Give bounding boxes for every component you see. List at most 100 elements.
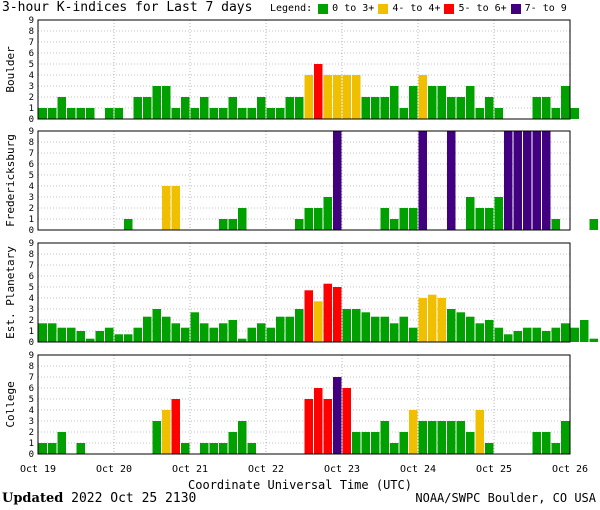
bar <box>551 327 560 342</box>
bar <box>257 97 266 119</box>
y-tick-label: 9 <box>29 16 34 26</box>
bar <box>428 421 437 454</box>
bar <box>447 97 456 119</box>
bar <box>219 443 228 454</box>
bar <box>418 421 427 454</box>
bar <box>485 97 494 119</box>
y-tick-label: 4 <box>29 182 34 192</box>
bar <box>437 86 446 119</box>
chart-title: 3-hour K-indices for Last 7 days <box>2 0 253 15</box>
y-tick-label: 0 <box>29 338 34 348</box>
y-tick-label: 0 <box>29 115 34 125</box>
legend-label: Legend: <box>270 3 313 14</box>
y-tick-label: 8 <box>29 362 34 372</box>
bar <box>162 86 171 119</box>
bar <box>380 208 389 230</box>
bar <box>475 208 484 230</box>
bar <box>276 316 285 342</box>
y-tick-label: 5 <box>29 395 34 405</box>
legend-text-yellow: 4- to 4+ <box>392 3 441 14</box>
bar <box>371 316 380 342</box>
bar <box>76 331 85 342</box>
y-tick-label: 6 <box>29 160 34 170</box>
bar <box>200 323 209 342</box>
bar <box>86 108 95 119</box>
y-tick-label: 4 <box>29 406 34 416</box>
bar <box>418 298 427 342</box>
bar <box>304 399 313 454</box>
bar <box>228 97 237 119</box>
panel-label: Fredericksburg <box>4 134 17 227</box>
bar <box>171 399 180 454</box>
bar <box>399 316 408 342</box>
bar <box>409 86 418 119</box>
y-tick-label: 9 <box>29 351 34 361</box>
bar <box>494 327 503 342</box>
legend-text-green: 0 to 3+ <box>332 3 375 14</box>
bar <box>295 309 304 342</box>
y-tick-label: 0 <box>29 226 34 236</box>
bar <box>200 443 209 454</box>
y-tick-label: 7 <box>29 373 34 383</box>
bar <box>67 108 76 119</box>
bar <box>105 327 114 342</box>
legend-item-purple: 7- to 9 <box>510 3 567 14</box>
bar <box>532 432 541 454</box>
legend-item-yellow: 4- to 4+ <box>378 3 440 14</box>
bar <box>532 131 541 230</box>
bar <box>323 75 332 119</box>
bar <box>380 421 389 454</box>
bar <box>399 432 408 454</box>
bar <box>143 316 152 342</box>
bar <box>266 327 275 342</box>
legend-item-green: 0 to 3+ <box>318 3 374 14</box>
legend-item-red: 5- to 6+ <box>444 3 507 14</box>
x-tick-label: Oct 21 <box>172 464 208 475</box>
y-tick-label: 7 <box>29 261 34 271</box>
panel-frame <box>37 19 571 120</box>
bar <box>133 97 142 119</box>
x-tick-label: Oct 25 <box>476 464 512 475</box>
y-tick-label: 3 <box>29 417 34 427</box>
y-tick-label: 7 <box>29 149 34 159</box>
panel-label: Boulder <box>4 46 17 93</box>
bar <box>589 219 598 230</box>
bar <box>390 86 399 119</box>
bar <box>38 323 47 342</box>
bar <box>342 309 351 342</box>
bar <box>162 410 171 454</box>
bar <box>523 327 532 342</box>
bar <box>57 327 66 342</box>
bar <box>162 186 171 230</box>
bar <box>551 443 560 454</box>
bar <box>57 432 66 454</box>
bar <box>504 334 513 342</box>
bar <box>228 432 237 454</box>
bar <box>589 338 598 342</box>
bar <box>447 421 456 454</box>
legend-text-purple: 7- to 9 <box>524 3 567 14</box>
bar <box>285 97 294 119</box>
bar <box>342 388 351 454</box>
panel-frame <box>37 354 571 455</box>
y-tick-label: 5 <box>29 60 34 70</box>
bar <box>494 197 503 230</box>
bar <box>314 388 323 454</box>
bar <box>428 86 437 119</box>
bar <box>323 399 332 454</box>
bar <box>304 290 313 342</box>
bar <box>57 97 66 119</box>
bar <box>114 108 123 119</box>
bar <box>352 75 361 119</box>
x-tick-label: Oct 22 <box>248 464 284 475</box>
bar <box>171 186 180 230</box>
bar <box>181 97 190 119</box>
legend-swatch-red <box>444 3 455 14</box>
bar <box>295 219 304 230</box>
bar <box>523 131 532 230</box>
bar <box>333 75 342 119</box>
y-tick-label: 4 <box>29 294 34 304</box>
y-tick-label: 8 <box>29 138 34 148</box>
legend-swatch-green <box>318 3 329 14</box>
